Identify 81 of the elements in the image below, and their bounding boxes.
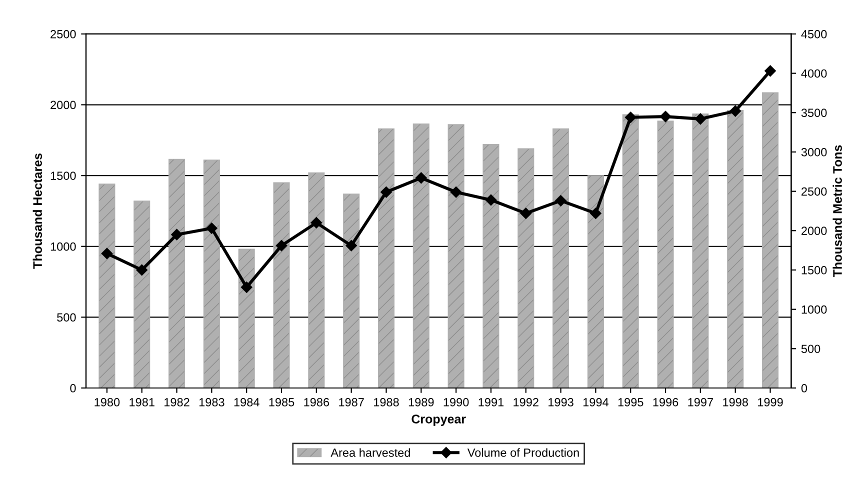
bar — [98, 184, 116, 388]
x-tick-label: 1989 — [408, 398, 434, 406]
x-tick-label: 1983 — [199, 398, 224, 406]
bar — [448, 124, 464, 388]
x-tick-label: 1981 — [130, 398, 154, 406]
bar — [587, 175, 604, 388]
bar — [762, 92, 779, 388]
x-tick-label: 1998 — [723, 398, 748, 406]
point — [485, 194, 497, 206]
point — [730, 105, 741, 117]
bar — [273, 182, 290, 388]
x-tick-label: 1988 — [374, 398, 399, 406]
x-tick-label: 1984 — [234, 398, 260, 406]
bar — [622, 114, 639, 388]
legend-label: Area harvested — [330, 448, 410, 457]
x-tick-label: 1991 — [478, 398, 504, 406]
point — [555, 195, 566, 206]
bar — [308, 172, 325, 388]
point — [240, 282, 252, 293]
bar — [552, 128, 570, 388]
bar — [203, 160, 220, 388]
legend-label: Volume of Production — [467, 448, 579, 457]
bar — [692, 114, 709, 388]
bar — [378, 128, 395, 388]
point — [310, 217, 322, 228]
bar — [657, 120, 674, 388]
x-tick-label: 1999 — [758, 398, 783, 406]
point — [694, 113, 706, 125]
y-axis-title: Thousand Hectares — [32, 153, 42, 269]
y2-tick-label: 4000 — [801, 69, 827, 78]
y2-tick-label: 1000 — [802, 305, 827, 314]
point — [276, 240, 288, 252]
point — [520, 208, 532, 219]
x-tick-label: 1986 — [304, 398, 330, 406]
x-tick-label: 1997 — [688, 398, 713, 406]
y2-tick-label: 500 — [801, 344, 820, 354]
y-tick-label: 2000 — [50, 100, 76, 110]
x-tick-label: 1992 — [514, 398, 538, 406]
point — [660, 110, 672, 122]
bar — [518, 148, 534, 388]
y2-tick-label: 2500 — [802, 187, 827, 196]
point — [625, 112, 636, 123]
point — [590, 208, 602, 219]
y2-tick-label: 2000 — [802, 226, 827, 236]
point — [346, 240, 357, 252]
y-tick-label: 0 — [70, 384, 76, 392]
point — [416, 172, 427, 184]
x-tick-label: 1990 — [444, 398, 469, 406]
bar — [727, 110, 744, 388]
y2-tick-label: 3500 — [801, 108, 827, 118]
y-tick-label: 1000 — [50, 242, 76, 251]
bar — [134, 200, 150, 388]
point — [136, 264, 148, 276]
x-tick-label: 1987 — [339, 398, 364, 406]
point — [450, 186, 462, 198]
bar — [412, 123, 430, 388]
x-tick-label: 1994 — [583, 398, 608, 406]
y2-tick-label: 4500 — [801, 30, 827, 38]
y-tick-label: 500 — [57, 313, 76, 322]
bar — [238, 248, 255, 388]
bar — [343, 194, 360, 388]
point — [206, 222, 218, 234]
bar — [168, 158, 186, 388]
y-tick-label: 1500 — [50, 172, 76, 180]
bar — [482, 144, 500, 388]
point — [764, 65, 776, 77]
x-tick-label: 1980 — [94, 398, 120, 406]
x-axis-title: Cropyear — [412, 414, 466, 426]
point — [380, 186, 392, 198]
y2-tick-label: 0 — [801, 384, 808, 392]
x-tick-label: 1985 — [269, 398, 294, 406]
y-tick-label: 2500 — [50, 30, 76, 38]
y2-tick-label: 3000 — [801, 148, 827, 156]
y2-tick-label: 1500 — [802, 266, 827, 274]
y2-axis-title: Thousand Metric Tons — [832, 145, 842, 278]
point — [101, 248, 113, 260]
x-tick-label: 1982 — [164, 398, 190, 406]
point — [171, 228, 182, 240]
x-tick-label: 1996 — [653, 398, 678, 406]
x-tick-label: 1995 — [618, 398, 644, 406]
x-tick-label: 1993 — [548, 398, 574, 406]
